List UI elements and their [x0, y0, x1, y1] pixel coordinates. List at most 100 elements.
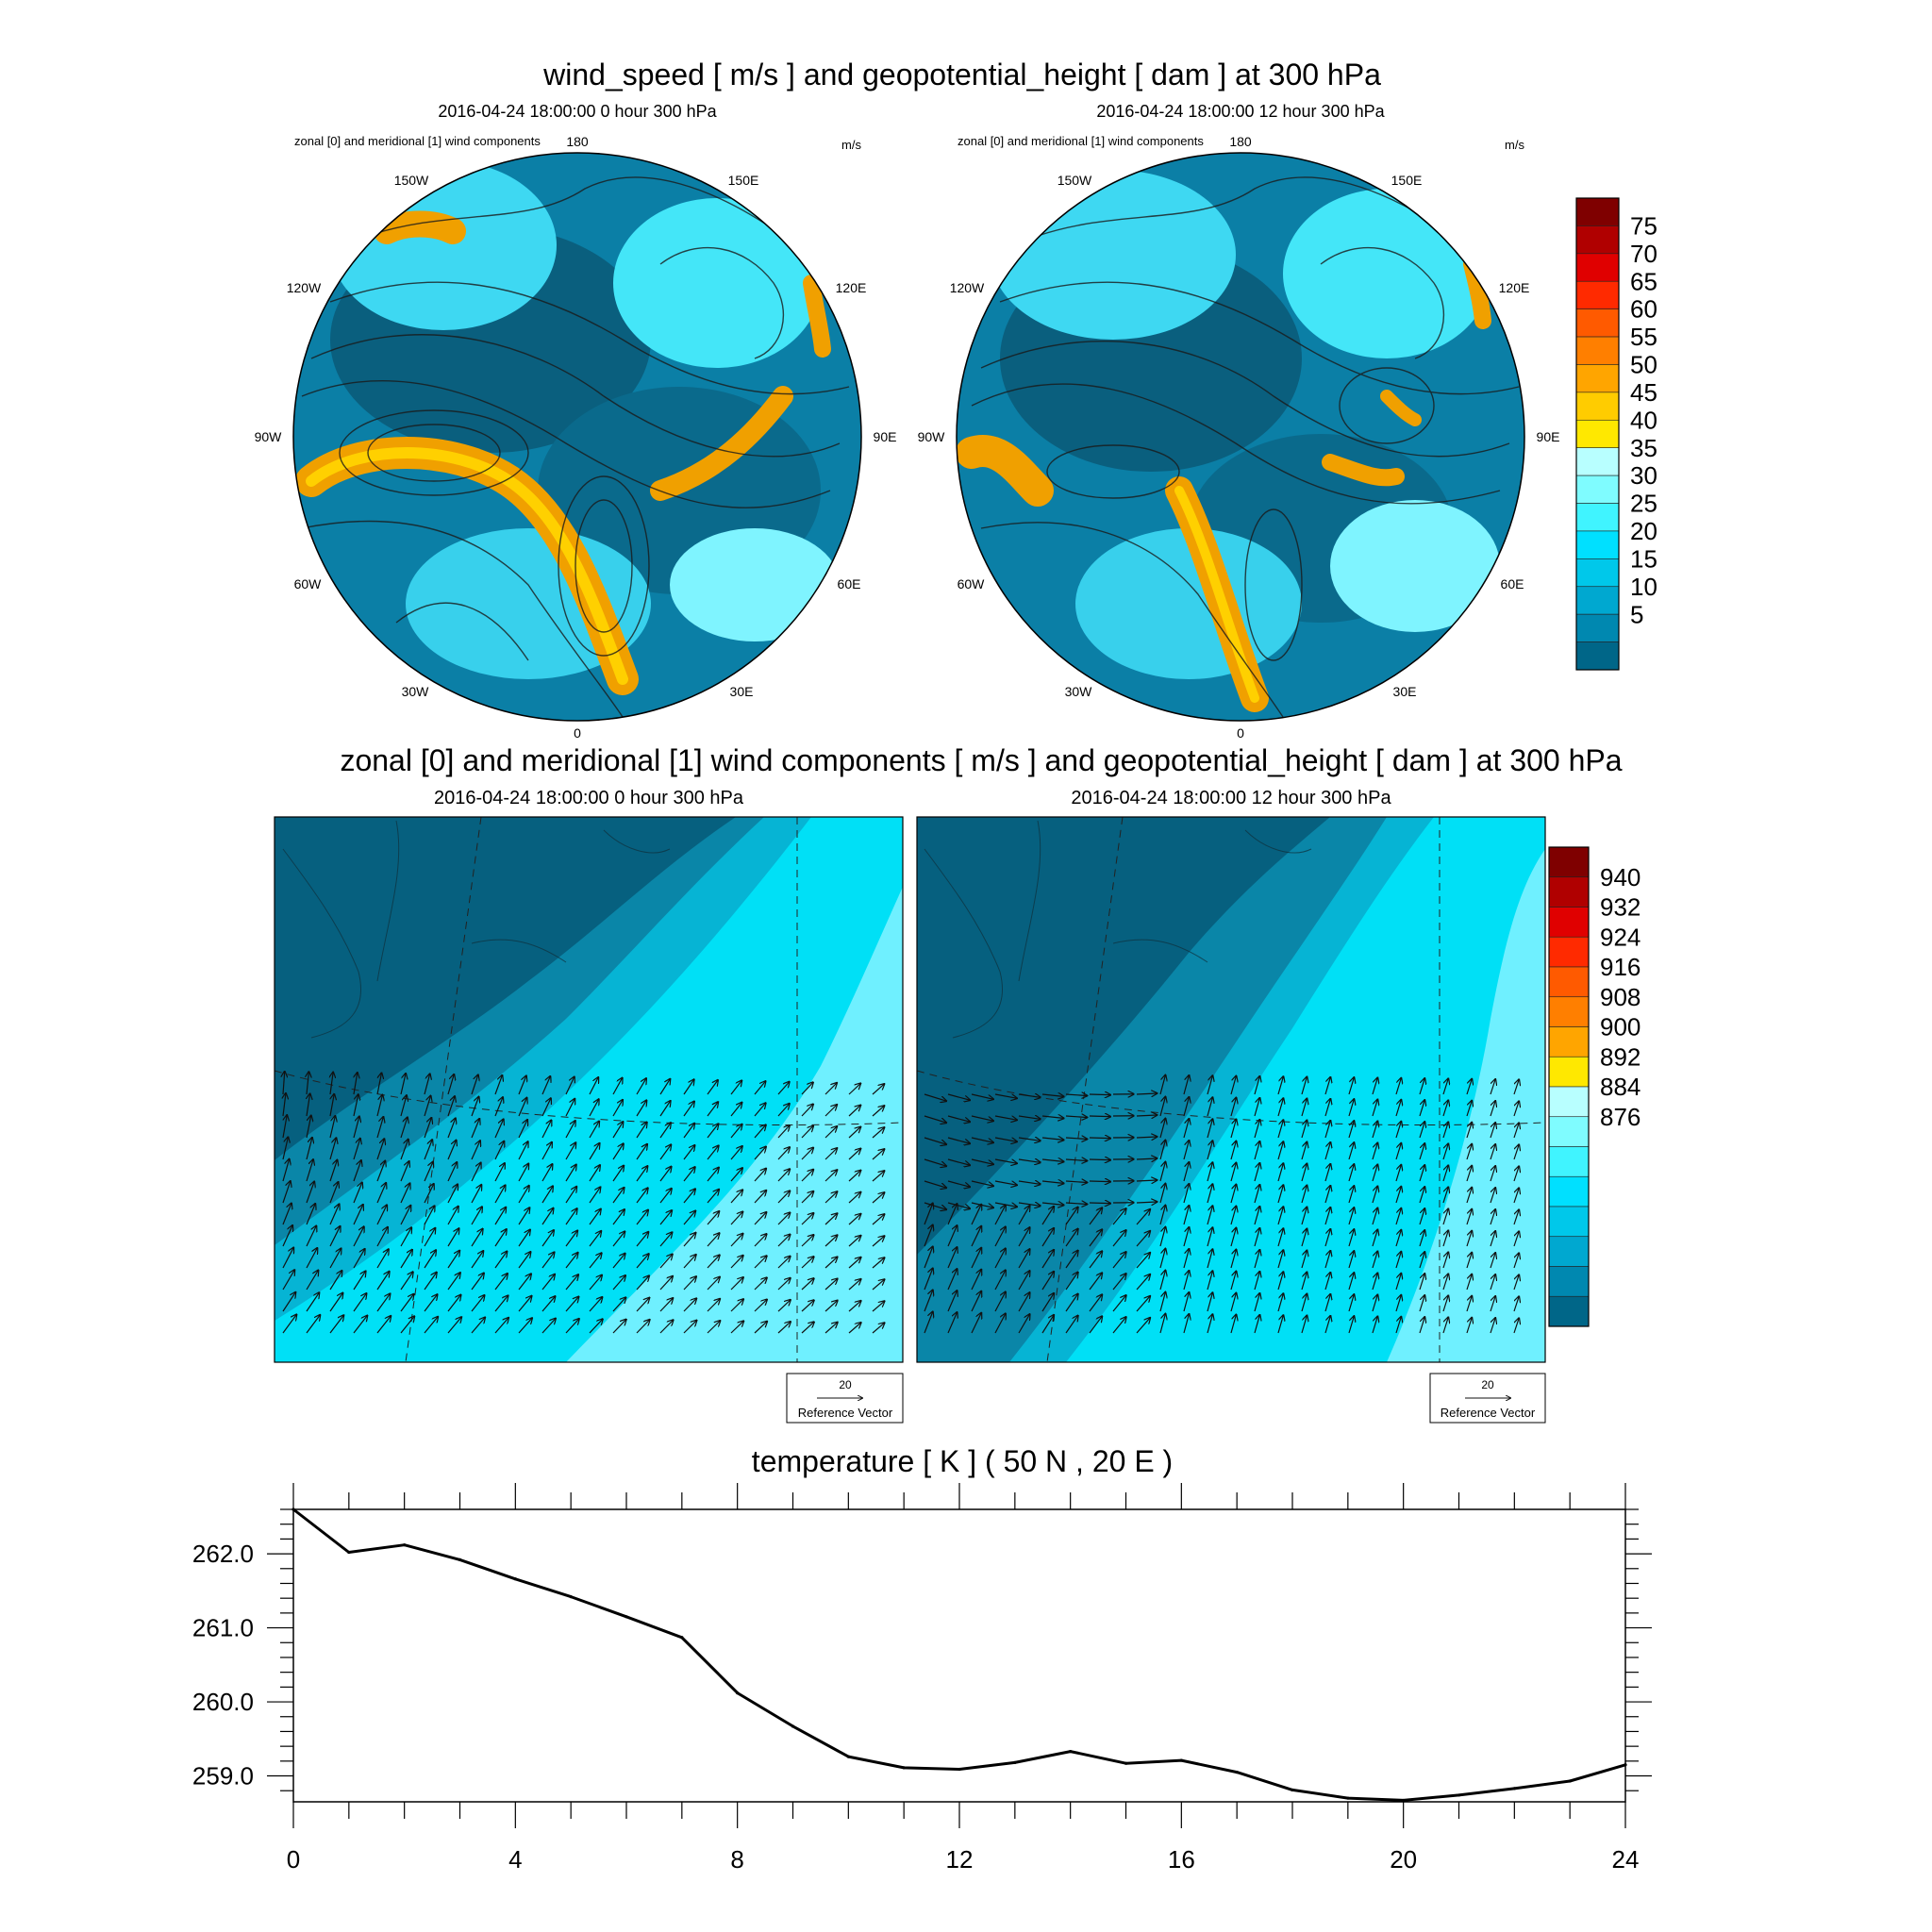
wind-vector — [612, 1100, 623, 1117]
polar-0-lon-90e: 90E — [874, 429, 897, 444]
wind-vector — [1442, 1209, 1448, 1225]
wind-vector — [1324, 1164, 1330, 1182]
wind-vector — [777, 1082, 790, 1095]
x-tick-label: 8 — [730, 1845, 743, 1874]
wind-vector — [1159, 1184, 1165, 1204]
wind-vector — [801, 1170, 813, 1182]
wind-speed-colorbar-swatch — [1575, 225, 1620, 255]
polar-panel-0-left-label: zonal [0] and meridional [1] wind compon… — [294, 134, 541, 148]
wind-vector — [353, 1293, 366, 1312]
wind-vector — [659, 1101, 671, 1117]
wind-vector — [1513, 1275, 1519, 1291]
wind-vector — [824, 1279, 837, 1291]
wind-vector — [376, 1161, 385, 1182]
wind-vector — [1089, 1208, 1102, 1225]
wind-vector — [1466, 1166, 1472, 1182]
geopotential-colorbar-swatch — [1548, 966, 1590, 998]
wind-vector — [824, 1148, 837, 1160]
wind-vector — [1183, 1271, 1189, 1291]
wind-vector — [447, 1295, 460, 1312]
wind-vector — [282, 1315, 296, 1334]
wind-vector — [282, 1181, 291, 1204]
polar-1-lon-180: 180 — [1229, 134, 1252, 149]
data-point — [513, 1577, 517, 1581]
wind-vector — [848, 1257, 860, 1269]
wind-vector — [801, 1300, 814, 1312]
wind-vector — [1395, 1143, 1401, 1160]
wind-vector — [730, 1256, 743, 1269]
data-point — [736, 1691, 740, 1695]
wind-vector — [659, 1232, 672, 1247]
wind-vector — [1372, 1187, 1377, 1204]
polar-section: wind_speed [ m/s ] and geopotential_heig… — [255, 58, 1657, 741]
wind-vector — [306, 1248, 317, 1269]
wind-vector — [1513, 1319, 1519, 1334]
wind-speed-colorbar-swatch — [1575, 503, 1620, 532]
data-point — [1568, 1779, 1572, 1783]
wind-vector — [1112, 1252, 1126, 1269]
y-tick-label: 260.0 — [192, 1688, 254, 1716]
wind-speed-colorbar-label: 65 — [1630, 267, 1657, 295]
wind-vector — [994, 1227, 1006, 1247]
wind-vector — [683, 1321, 696, 1334]
wind-vector — [872, 1084, 884, 1095]
polar-panel-1-left-label: zonal [0] and meridional [1] wind compon… — [958, 134, 1204, 148]
wind-vector — [329, 1293, 342, 1312]
wind-vector — [1065, 1094, 1087, 1095]
wind-vector — [1041, 1181, 1063, 1183]
wind-vector — [924, 1247, 933, 1269]
polar-0-lon-180: 180 — [566, 134, 589, 149]
wind-vector — [353, 1183, 362, 1204]
wind-speed-colorbar-label: 25 — [1630, 490, 1657, 518]
wind-vector — [329, 1249, 341, 1269]
wind-vector — [1089, 1317, 1102, 1334]
wind-vector — [1159, 1227, 1165, 1247]
wind-vector — [471, 1097, 478, 1117]
wind-vector — [1301, 1273, 1307, 1291]
wind-vector — [1419, 1100, 1424, 1117]
wind-vector — [659, 1276, 673, 1291]
wind-vector — [848, 1084, 860, 1095]
wind-vector — [282, 1159, 290, 1182]
polar-map-1 — [957, 153, 1524, 721]
wind-vector — [329, 1094, 334, 1117]
geopotential-colorbar-swatch — [1548, 1266, 1590, 1297]
data-point — [347, 1550, 351, 1555]
wind-vector — [400, 1227, 411, 1247]
wind-vector — [801, 1105, 813, 1117]
wind-vector — [565, 1253, 577, 1269]
wind-vector — [872, 1323, 884, 1334]
wind-vector — [376, 1316, 391, 1334]
wind-speed-colorbar-label: 20 — [1630, 517, 1657, 545]
wind-vector — [1372, 1078, 1377, 1095]
wind-vector — [471, 1251, 483, 1269]
wind-vector — [424, 1206, 434, 1225]
polar-0-lon-90w: 90W — [255, 429, 283, 444]
wind-vector — [848, 1149, 860, 1160]
data-point — [1013, 1760, 1017, 1765]
wind-vector — [824, 1083, 837, 1095]
wind-speed-colorbar-swatch — [1575, 364, 1620, 393]
wind-vector — [659, 1189, 672, 1204]
wind-vector — [659, 1145, 671, 1160]
wind-vector — [589, 1077, 598, 1095]
wind-vector — [683, 1233, 695, 1247]
wind-vector — [329, 1182, 338, 1204]
wind-vector — [518, 1076, 526, 1095]
wind-vector — [848, 1301, 860, 1312]
wind-vector — [1089, 1159, 1110, 1160]
wind-vector — [1442, 1079, 1448, 1095]
wind-vectors-1 — [924, 1075, 1519, 1334]
geopotential-colorbar-label: 876 — [1600, 1103, 1641, 1131]
wind-vector — [447, 1141, 456, 1160]
wind-vector — [1324, 1121, 1330, 1139]
wind-vector — [848, 1323, 860, 1334]
wind-vector — [994, 1180, 1017, 1185]
data-point — [1069, 1750, 1073, 1754]
wind-vector — [1065, 1294, 1078, 1312]
wind-vector — [376, 1272, 390, 1291]
wind-vector — [1513, 1102, 1519, 1117]
wind-vector — [1419, 1295, 1424, 1312]
wind-vector — [1254, 1141, 1259, 1160]
wind-vector — [659, 1320, 673, 1334]
